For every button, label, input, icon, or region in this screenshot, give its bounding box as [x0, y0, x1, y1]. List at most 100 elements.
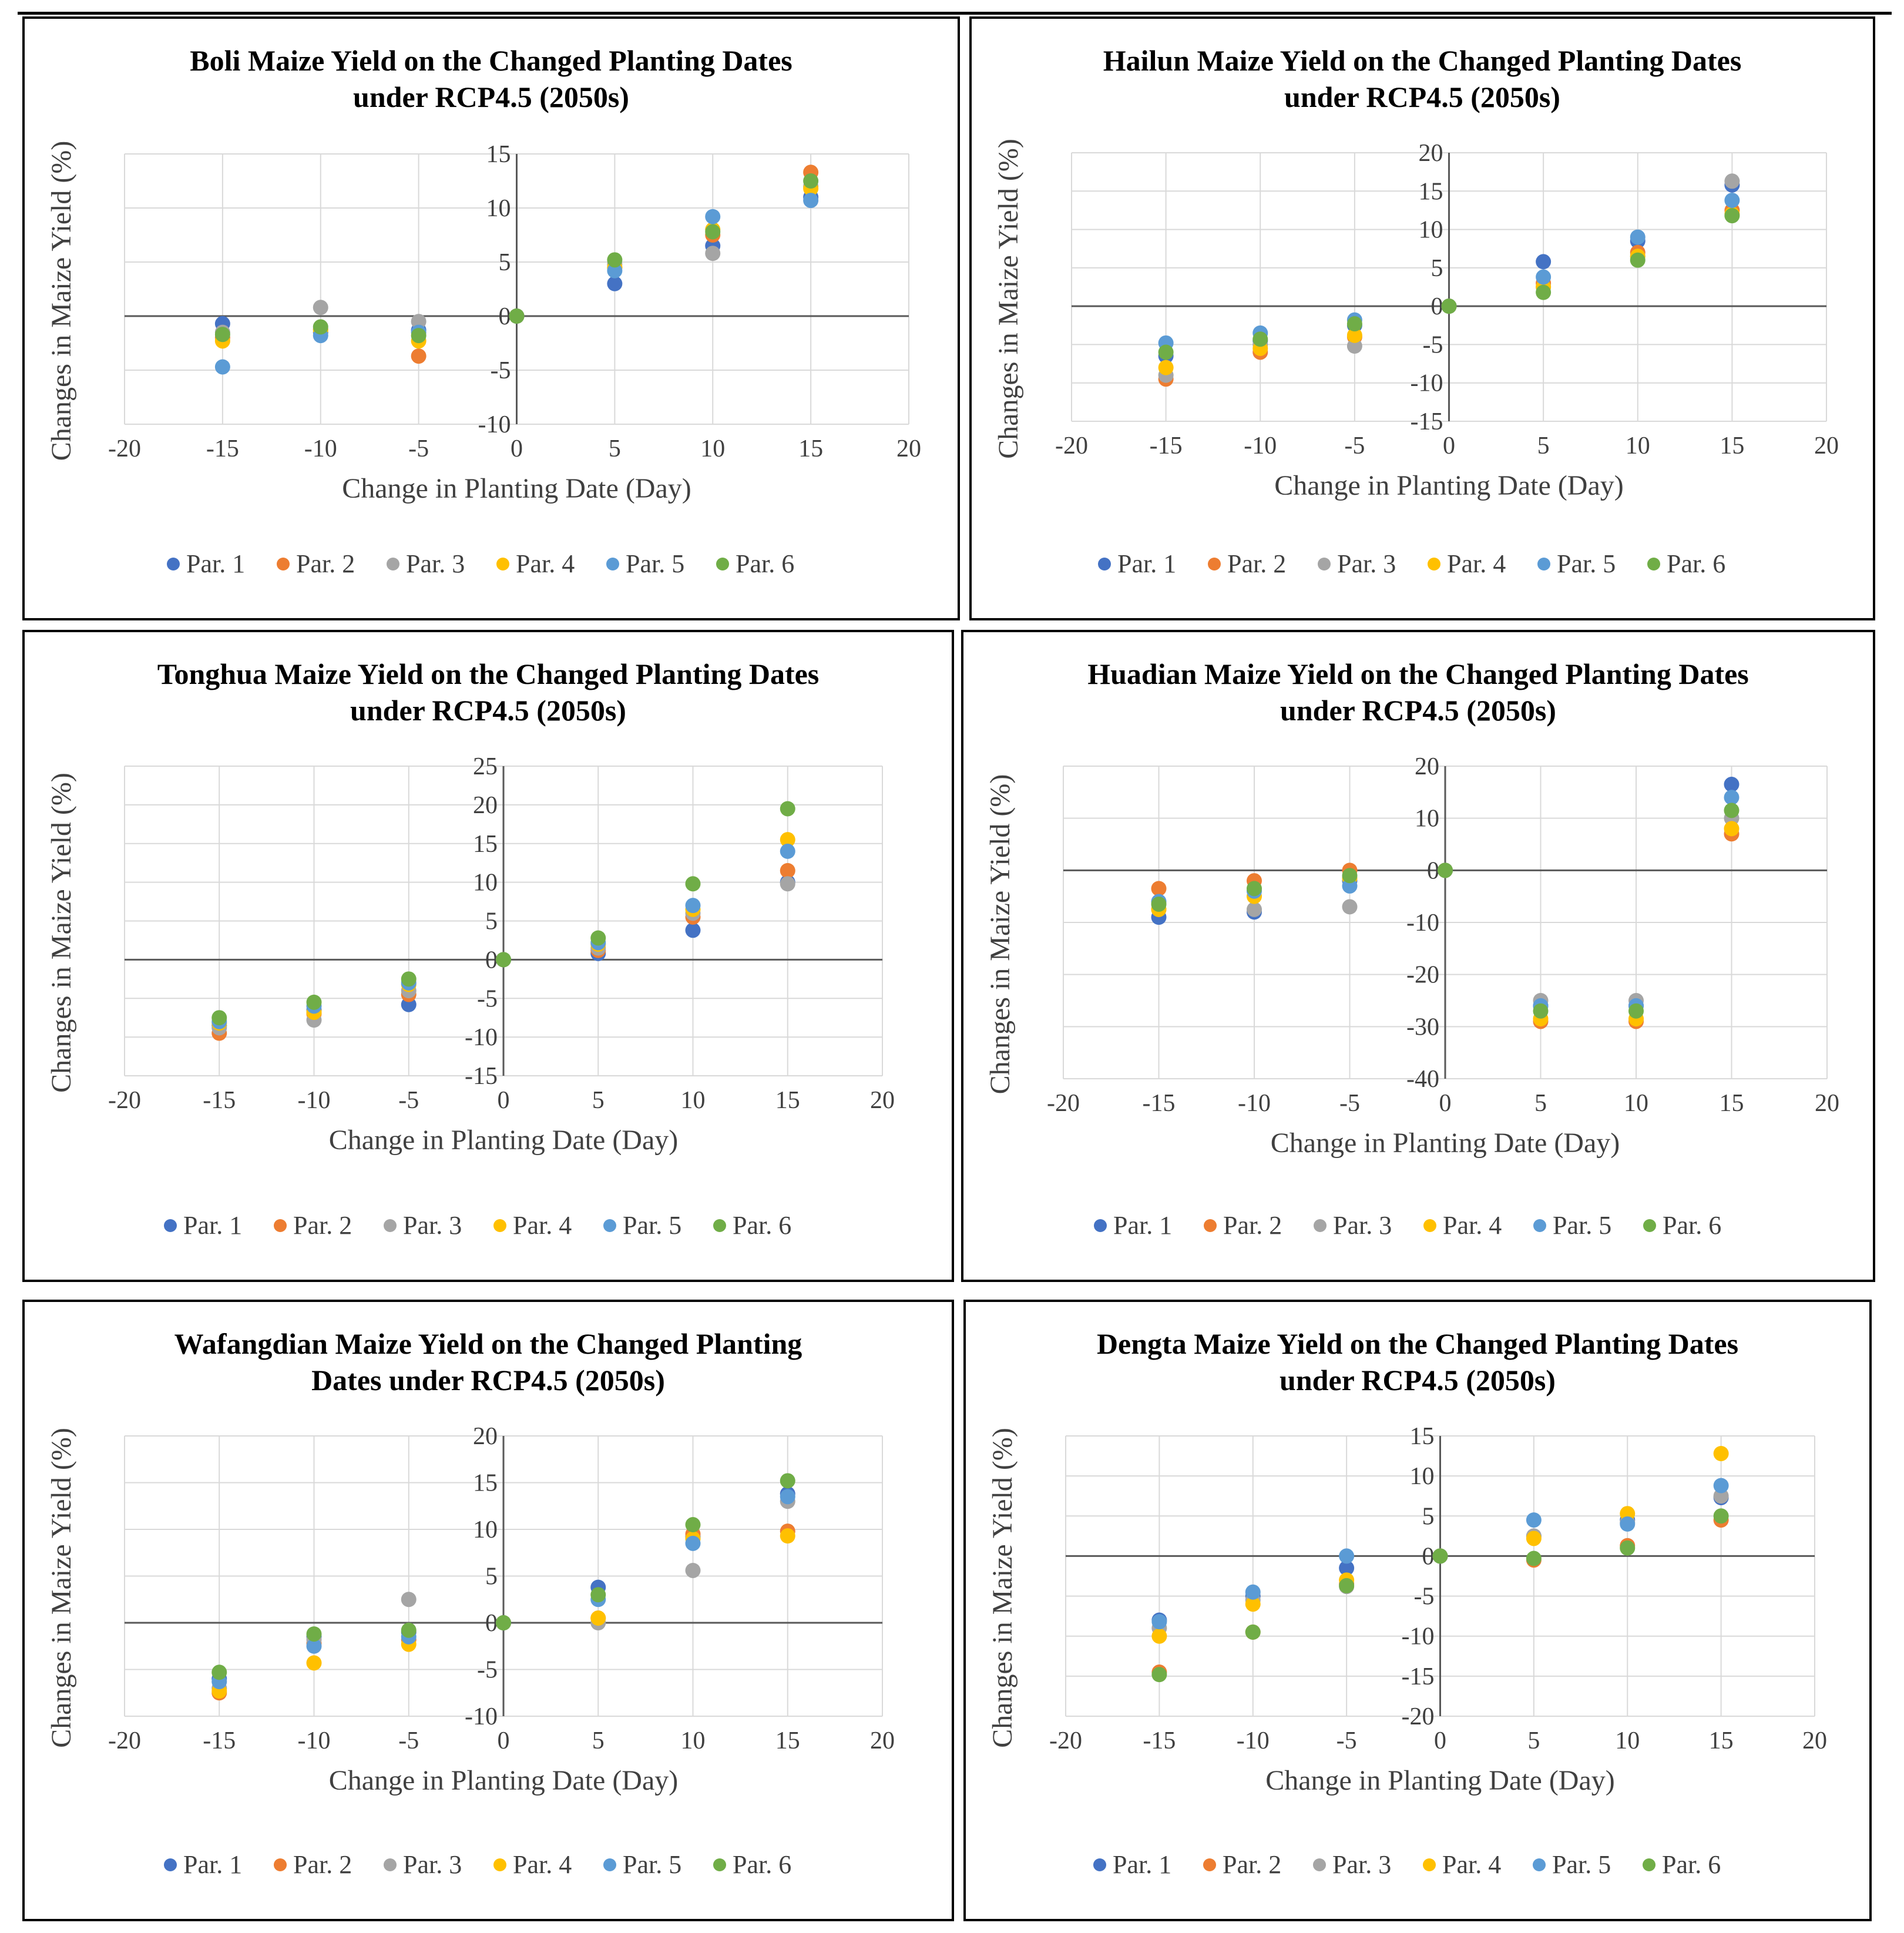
- y-tick-label: 20: [1415, 753, 1439, 780]
- x-tick-label: 5: [609, 435, 621, 462]
- data-point-par6: [1438, 863, 1453, 878]
- scatter-chart-huadian: Huadian Maize Yield on the Changed Plant…: [985, 657, 1839, 1240]
- y-tick-label: 20: [473, 792, 498, 819]
- data-point-par6: [1526, 1551, 1542, 1566]
- y-tick-label: -5: [491, 357, 511, 384]
- x-tick-label: -5: [398, 1727, 419, 1754]
- data-point-par3: [313, 300, 328, 316]
- data-point-par6: [1724, 208, 1740, 224]
- legend-label: Par. 2: [293, 1850, 352, 1879]
- x-tick-label: -5: [1344, 432, 1365, 459]
- data-point-par6: [401, 971, 417, 987]
- legend-label: Par. 1: [1117, 549, 1176, 578]
- data-point-par1: [1339, 1560, 1355, 1576]
- chart-title-line: Huadian Maize Yield on the Changed Plant…: [1087, 657, 1749, 690]
- legend-label: Par. 1: [186, 549, 245, 578]
- chart-title-line: Dengta Maize Yield on the Changed Planti…: [1097, 1327, 1738, 1360]
- x-tick-label: 10: [681, 1087, 706, 1114]
- data-point-par5: [214, 359, 230, 375]
- x-tick-label: -15: [1143, 1090, 1176, 1117]
- data-point-par5: [780, 843, 795, 859]
- y-tick-label: 15: [473, 831, 498, 858]
- y-tick-label: 15: [486, 141, 511, 168]
- x-tick-label: -20: [1049, 1727, 1082, 1754]
- data-point-par6: [1533, 1003, 1549, 1019]
- legend-marker-par4: [1428, 558, 1440, 570]
- x-tick-label: 0: [1443, 432, 1455, 459]
- data-point-par6: [780, 1473, 795, 1489]
- x-tick-label: 5: [592, 1727, 605, 1754]
- x-tick-label: 10: [1615, 1727, 1640, 1754]
- data-point-par6: [1441, 298, 1457, 314]
- data-point-par6: [509, 308, 525, 324]
- data-point-par5: [685, 1535, 701, 1551]
- data-point-par6: [1252, 331, 1268, 347]
- legend-label: Par. 6: [1662, 1850, 1721, 1879]
- data-point-par6: [306, 994, 322, 1010]
- data-point-par5: [1245, 1584, 1261, 1600]
- legend-marker-par5: [606, 558, 619, 570]
- y-tick-label: 10: [1410, 1463, 1435, 1490]
- legend-marker-par1: [164, 1219, 177, 1232]
- x-tick-label: 5: [592, 1087, 605, 1114]
- x-tick-label: -5: [408, 435, 429, 462]
- legend-marker-par5: [1533, 1219, 1546, 1232]
- x-tick-label: 0: [1439, 1090, 1452, 1117]
- x-tick-label: -15: [203, 1087, 236, 1114]
- y-tick-label: 5: [1431, 255, 1443, 282]
- data-point-par2: [780, 863, 795, 878]
- y-tick-label: 20: [473, 1423, 498, 1450]
- y-tick-label: -40: [1406, 1066, 1439, 1093]
- data-point-par6: [685, 1517, 701, 1533]
- legend-label: Par. 2: [1223, 1211, 1282, 1240]
- y-tick-label: -20: [1406, 962, 1439, 989]
- chart-title-line: under RCP4.5 (2050s): [1280, 1364, 1556, 1397]
- data-point-par6: [211, 1010, 227, 1026]
- data-point-par1: [1536, 254, 1552, 270]
- legend-label: Par. 1: [183, 1211, 242, 1240]
- chart-title-line: Hailun Maize Yield on the Changed Planti…: [1103, 44, 1742, 77]
- data-point-par6: [780, 801, 795, 817]
- chart-title-line: Boli Maize Yield on the Changed Planting…: [190, 44, 792, 77]
- legend-marker-par3: [1313, 1858, 1326, 1871]
- legend-label: Par. 5: [1557, 549, 1616, 578]
- x-tick-label: 15: [1720, 432, 1744, 459]
- data-point-par3: [1724, 173, 1740, 189]
- x-tick-label: 20: [1814, 432, 1839, 459]
- legend-marker-par2: [274, 1858, 287, 1871]
- data-point-par5: [1630, 229, 1646, 245]
- chart-title-line: Dates under RCP4.5 (2050s): [311, 1364, 665, 1397]
- data-point-par6: [607, 252, 623, 268]
- legend-marker-par6: [1647, 558, 1660, 570]
- data-point-par3: [401, 1592, 417, 1608]
- data-point-par6: [496, 952, 511, 968]
- y-tick-label: 0: [1427, 857, 1439, 884]
- legend-marker-par6: [1643, 1219, 1656, 1232]
- x-tick-label: 15: [1720, 1090, 1744, 1117]
- x-tick-label: 20: [870, 1087, 895, 1114]
- x-tick-label: -15: [203, 1727, 236, 1754]
- y-tick-label: 15: [1410, 1423, 1435, 1450]
- legend-label: Par. 5: [626, 549, 684, 578]
- data-point-par6: [590, 930, 606, 946]
- y-tick-label: -5: [477, 1657, 498, 1684]
- data-point-par4: [1346, 327, 1362, 343]
- x-tick-label: 20: [1802, 1727, 1827, 1754]
- data-point-par6: [1247, 881, 1262, 897]
- legend-marker-par4: [1423, 1858, 1436, 1871]
- data-point-par3: [1346, 338, 1362, 354]
- data-point-par2: [411, 348, 427, 364]
- legend-marker-par1: [1094, 1219, 1107, 1232]
- x-tick-label: -20: [1055, 432, 1088, 459]
- legend-marker-par1: [167, 558, 180, 570]
- legend-label: Par. 4: [516, 549, 575, 578]
- data-point-par4: [1151, 1628, 1167, 1644]
- legend-label: Par. 3: [1332, 1850, 1391, 1879]
- legend-marker-par1: [1093, 1858, 1106, 1871]
- scatter-chart-boli: Boli Maize Yield on the Changed Planting…: [46, 44, 921, 578]
- data-point-par5: [685, 898, 701, 914]
- x-tick-label: 10: [700, 435, 725, 462]
- data-point-par6: [1713, 1508, 1729, 1524]
- legend-marker-par3: [384, 1858, 397, 1871]
- data-point-par5: [1151, 1614, 1167, 1630]
